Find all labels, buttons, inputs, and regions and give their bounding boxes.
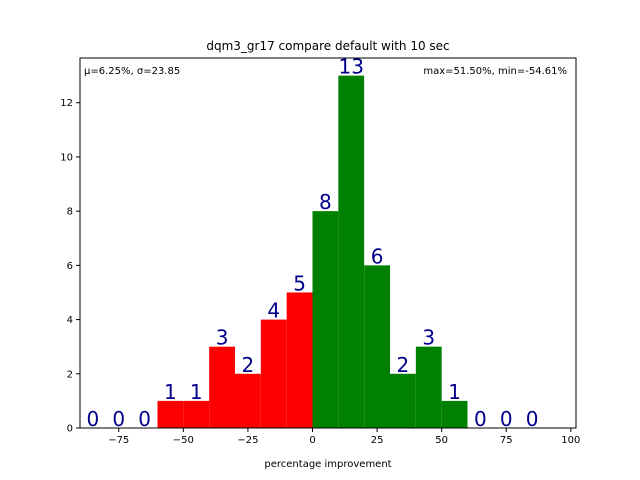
x-tick-label: −75 bbox=[108, 435, 129, 446]
bar-count-label: 0 bbox=[138, 407, 151, 431]
bar-count-label: 13 bbox=[339, 55, 364, 79]
bar-count-label: 1 bbox=[164, 380, 177, 404]
histogram-bar bbox=[157, 400, 184, 428]
bar-count-label: 0 bbox=[112, 407, 125, 431]
x-tick-label: 50 bbox=[435, 435, 448, 446]
y-axis: 0 2 4 6 8 10 12 bbox=[60, 98, 80, 435]
y-tick-label: 8 bbox=[67, 207, 73, 218]
x-tick-label: −50 bbox=[173, 435, 194, 446]
histogram-bar bbox=[415, 346, 442, 428]
bar-count-label: 8 bbox=[319, 190, 332, 214]
x-axis: −75 −50 −25 0 25 50 75 100 bbox=[108, 428, 580, 446]
stats-right-annotation: max=51.50%, min=-54.61% bbox=[423, 66, 567, 77]
bar-count-label: 0 bbox=[526, 407, 539, 431]
x-tick-label: −25 bbox=[237, 435, 258, 446]
histogram-bar bbox=[312, 211, 339, 428]
bar-count-label: 1 bbox=[190, 380, 203, 404]
x-tick-label: 100 bbox=[561, 435, 580, 446]
x-axis-label: percentage improvement bbox=[264, 459, 391, 470]
bars-group bbox=[157, 75, 468, 428]
stats-left-annotation: μ=6.25%, σ=23.85 bbox=[84, 66, 180, 77]
bar-count-label: 2 bbox=[397, 353, 410, 377]
histogram-bar bbox=[441, 400, 468, 428]
y-tick-label: 4 bbox=[67, 315, 73, 326]
histogram-bar bbox=[364, 265, 390, 428]
bar-count-label: 6 bbox=[371, 244, 384, 268]
bar-count-label: 5 bbox=[293, 271, 306, 295]
y-tick-label: 2 bbox=[67, 369, 73, 380]
x-tick-label: 75 bbox=[500, 435, 513, 446]
plot-frame bbox=[79, 57, 577, 429]
bar-count-label: 0 bbox=[500, 407, 513, 431]
histogram-bar bbox=[390, 373, 416, 428]
y-tick-label: 12 bbox=[60, 98, 73, 109]
bar-count-label: 4 bbox=[267, 299, 280, 323]
bar-count-label: 3 bbox=[216, 326, 229, 350]
x-tick-label: 0 bbox=[309, 435, 315, 446]
bar-count-label: 0 bbox=[87, 407, 100, 431]
histogram-bar bbox=[235, 373, 261, 428]
histogram-bar bbox=[183, 400, 210, 428]
histogram-bar bbox=[260, 319, 287, 428]
chart-title: dqm3_gr17 compare default with 10 sec bbox=[206, 39, 449, 53]
bar-count-label: 1 bbox=[448, 380, 461, 404]
histogram-bar bbox=[338, 75, 365, 428]
y-tick-label: 10 bbox=[60, 152, 73, 163]
bar-count-label: 2 bbox=[242, 353, 255, 377]
bar-count-label: 3 bbox=[422, 326, 435, 350]
x-tick-label: 25 bbox=[371, 435, 384, 446]
y-tick-label: 6 bbox=[67, 261, 73, 272]
histogram-bar bbox=[286, 292, 313, 428]
histogram-bar bbox=[209, 346, 235, 428]
bar-count-label: 0 bbox=[474, 407, 487, 431]
y-tick-label: 0 bbox=[67, 424, 73, 435]
